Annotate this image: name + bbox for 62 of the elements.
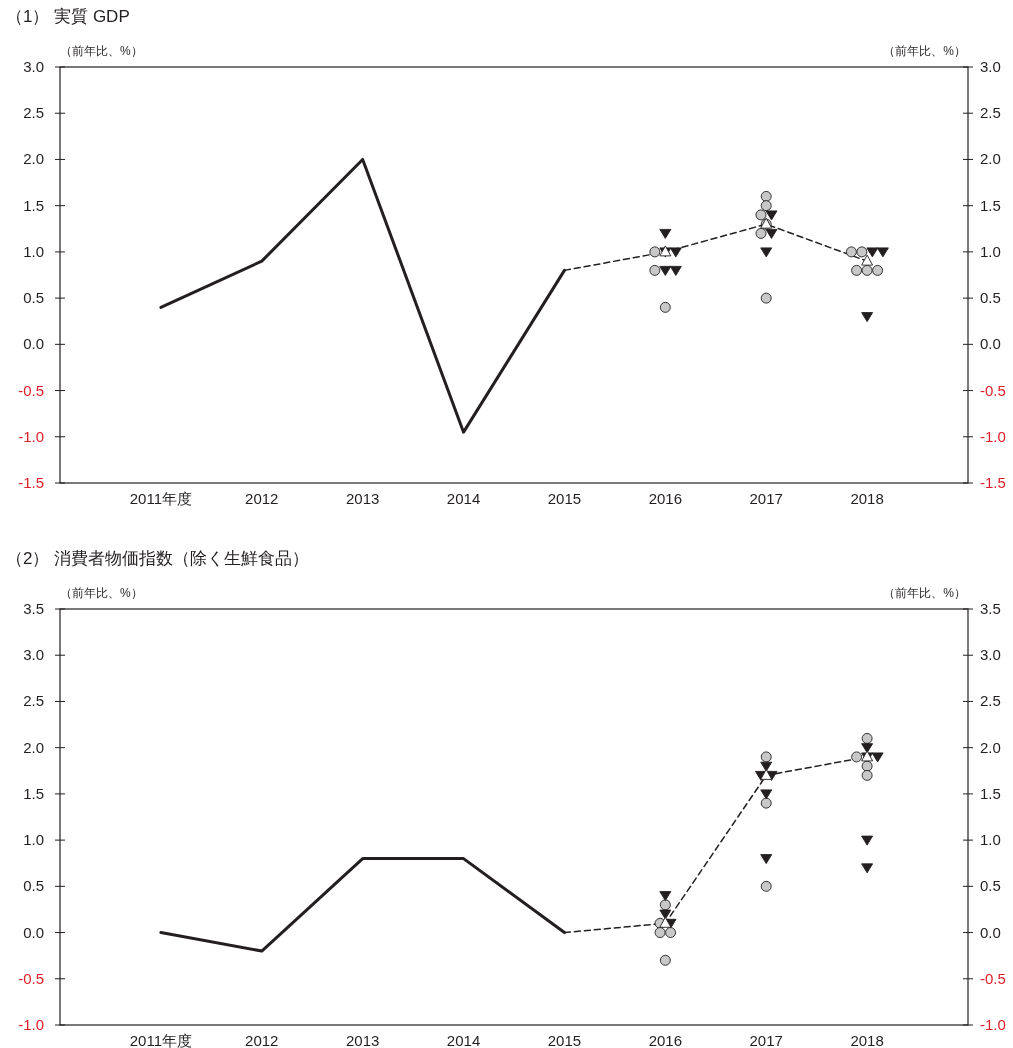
y2-tick-label: 0.5 [980,877,1001,895]
x-tick-label: 2017 [749,490,783,507]
y2-tick-label: -1.5 [980,474,1006,491]
y2-tick-label: 0.5 [980,289,1001,307]
y-tick-label: 3.0 [23,58,44,75]
y2-tick-label: 3.5 [980,600,1001,617]
chart-title: （1） 実質 GDP [6,7,130,26]
y-tick-label: 3.5 [23,600,44,617]
y2-tick-label: 1.0 [980,242,1001,260]
x-tick-label: 2018 [850,1032,884,1048]
x-tick-label: 2014 [446,1032,481,1048]
y-tick-label: -0.5 [18,381,44,399]
y2-tick-label: 2.0 [980,150,1001,168]
y2-tick-label: -1.0 [980,427,1006,445]
y2-tick-label: 2.5 [980,692,1001,710]
x-tick-label: 2018 [850,490,884,507]
y-tick-label: 2.5 [23,692,44,710]
y-tick-label: 1.0 [23,242,44,260]
y-tick-label: 0.5 [23,877,44,895]
y-tick-label: -0.5 [18,969,44,987]
y-tick-label: -1.0 [18,1016,44,1033]
y-tick-label: 2.0 [23,150,44,168]
y2-tick-label: -1.0 [980,1016,1006,1033]
x-tick-label: 2016 [648,490,683,507]
x-tick-label: 2011年度 [129,1032,193,1048]
y-axis-title: （前年比、%） [60,44,143,58]
y-axis-title: （前年比、%） [60,586,143,600]
y-tick-label: 0.0 [23,335,44,353]
x-tick-label: 2015 [547,490,582,507]
y2-tick-label: 0.0 [980,923,1001,941]
y2-tick-label: 3.0 [980,646,1001,664]
y-tick-label: 0.0 [23,923,44,941]
y2-tick-label: 1.5 [980,784,1001,802]
y2-tick-label: 3.0 [980,58,1001,75]
y-tick-label: 2.5 [23,104,44,122]
y2-tick-label: 1.0 [980,831,1001,849]
y-tick-label: 1.5 [23,784,44,802]
x-tick-label: 2015 [547,1032,582,1048]
x-tick-label: 2012 [245,1032,279,1048]
y-tick-label: 2.0 [23,738,44,756]
y2-tick-label: 0.0 [980,335,1001,353]
x-tick-label: 2016 [648,1032,683,1048]
y-tick-label: -1.0 [18,427,44,445]
chart-title: （2） 消費者物価指数（除く生鮮食品） [6,549,310,568]
y2-tick-label: -0.5 [980,969,1006,987]
x-tick-label: 2017 [749,1032,783,1048]
x-tick-label: 2014 [446,490,481,507]
y2-tick-label: 2.5 [980,104,1001,122]
x-tick-label: 2012 [245,490,279,507]
x-tick-label: 2013 [345,1032,380,1048]
y2-tick-label: -0.5 [980,381,1006,399]
y2-axis-title: （前年比、%） [883,44,966,58]
y-tick-label: 0.5 [23,289,44,307]
y-tick-label: 1.5 [23,196,44,214]
y2-tick-label: 1.5 [980,196,1001,214]
y2-axis-title: （前年比、%） [883,586,966,600]
y-tick-label: 1.0 [23,831,44,849]
y2-tick-label: 2.0 [980,738,1001,756]
x-tick-label: 2013 [345,490,380,507]
x-tick-label: 2011年度 [129,490,193,507]
y-tick-label: -1.5 [18,474,44,491]
y-tick-label: 3.0 [23,646,44,664]
